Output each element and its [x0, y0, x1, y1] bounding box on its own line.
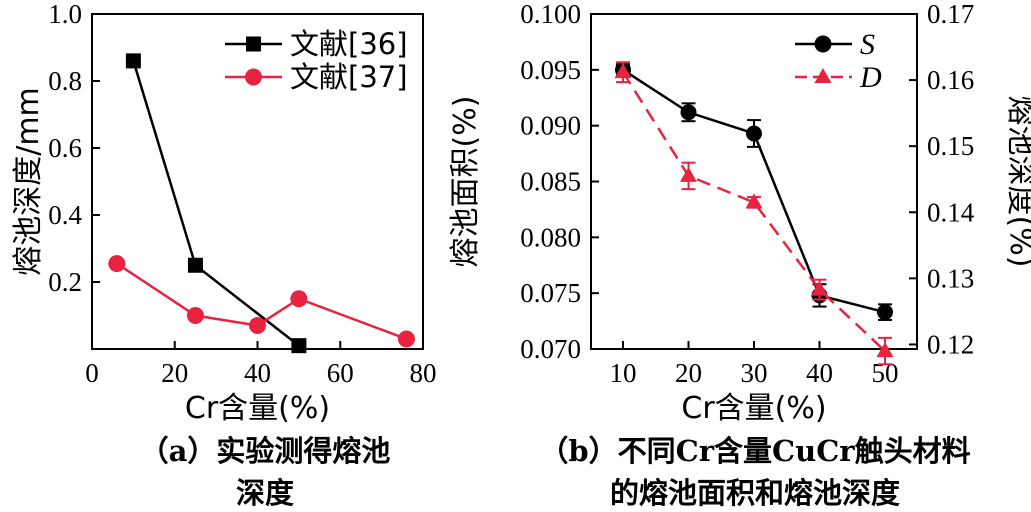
series-line	[622, 68, 886, 314]
data-point	[187, 257, 203, 273]
y-tick-label: 1.0	[48, 0, 82, 29]
data-point	[186, 307, 204, 324]
x-tick-label: 60	[327, 358, 354, 388]
y-tick-label: 0.6	[48, 133, 82, 163]
y-tick-label-right: 0.17	[927, 0, 974, 29]
caption-a-line2: 深度	[235, 476, 294, 510]
y-tick-label-right: 0.15	[927, 131, 974, 161]
y-tick-label-right: 0.12	[927, 329, 974, 359]
data-point	[108, 255, 126, 273]
legend-label: 文献[37]	[290, 60, 408, 94]
data-point	[125, 53, 141, 69]
legend-marker	[245, 68, 262, 86]
data-point	[680, 166, 697, 182]
data-point	[614, 63, 632, 79]
series-line	[621, 71, 886, 352]
x-tick-label: 20	[675, 358, 702, 388]
data-point	[746, 125, 762, 142]
y-tick-label-left: 0.090	[520, 111, 581, 141]
y-tick-label-right: 0.16	[927, 65, 974, 95]
x-tick-label: 40	[244, 358, 271, 388]
x-tick-label: 0	[85, 358, 99, 388]
y-tick-label-left: 0.070	[520, 334, 581, 364]
y-tick-label: 0.8	[48, 66, 82, 96]
x-tick-label: 10	[610, 358, 637, 388]
y-axis-label: 熔池深度/mm	[11, 87, 46, 276]
chart-b: 10 20 30 40 500.0700.0750.0800.0850.0900.095…	[448, 0, 1031, 426]
x-axis-label: Cr含量(%)	[185, 391, 330, 426]
series-line	[132, 60, 300, 347]
y-tick-label: 0.4	[48, 200, 82, 230]
y-tick-label-left: 0.095	[520, 55, 581, 85]
data-point	[291, 338, 307, 354]
y-tick-label-left: 0.100	[520, 0, 581, 29]
legend-marker	[814, 35, 832, 53]
caption-b-line2: 的熔池面积和熔池深度	[609, 476, 900, 510]
legend-label: 文献[36]	[290, 27, 408, 61]
data-point	[249, 317, 266, 335]
x-axis-label: Cr含量(%)	[681, 391, 826, 426]
y-tick-label-right: 0.14	[927, 197, 975, 227]
x-tick-label: 80	[410, 358, 437, 388]
y-axis-label-left: 熔池面积(%)	[448, 96, 483, 268]
data-point	[397, 330, 415, 348]
data-point	[811, 280, 828, 296]
data-point	[877, 304, 893, 321]
data-point	[290, 290, 308, 308]
data-point	[680, 104, 697, 121]
y-tick-label-left: 0.075	[520, 278, 581, 308]
legend-label: S	[860, 28, 875, 61]
y-tick-label-right: 0.13	[927, 263, 974, 293]
chart-a: 0 20 40 60 80 0.2 0.4 0.6 0.8 1.0 Cr含量(%) 熔池深度/mm 文献…	[11, 0, 437, 426]
legend-label: D	[859, 61, 882, 94]
y-axis-label-right: 熔池深度(%)	[1003, 96, 1031, 268]
y-tick-label-left: 0.085	[520, 167, 581, 197]
data-point	[745, 193, 763, 209]
y-tick-label-left: 0.080	[520, 222, 581, 252]
caption-b-line1: （b）不同Cr含量CuCr触头材料	[539, 434, 971, 468]
x-tick-label: 20	[161, 358, 188, 388]
caption-a-line1: （a）实验测得熔池	[139, 434, 391, 468]
y-tick-label: 0.2	[48, 267, 82, 297]
x-tick-label: 40	[806, 358, 833, 388]
data-point	[876, 342, 894, 358]
legend-marker	[814, 68, 832, 83]
x-tick-label: 30	[741, 358, 768, 388]
legend-marker	[246, 36, 261, 52]
